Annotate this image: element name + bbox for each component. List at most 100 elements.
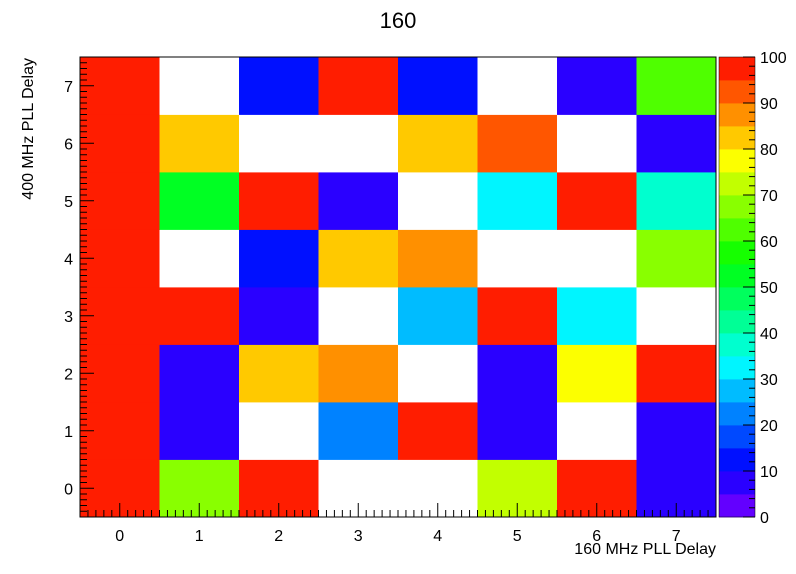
x-tick-label: 4 xyxy=(433,528,442,545)
colorbar-level xyxy=(719,195,755,219)
y-tick-label: 3 xyxy=(64,309,73,326)
y-tick-label: 7 xyxy=(64,79,73,96)
heatmap-cell-x1-y4 xyxy=(159,229,240,288)
colorbar-level xyxy=(719,218,755,242)
heatmap-cell-x3-y1 xyxy=(318,402,399,460)
heatmap-cell-x2-y2 xyxy=(239,344,319,403)
colorbar-tick-label: 100 xyxy=(760,50,787,67)
heatmap-cell-x3-y3 xyxy=(318,287,399,345)
y-axis-label: 400 MHz PLL Delay xyxy=(20,58,37,200)
colorbar-level xyxy=(719,310,755,334)
heatmap-cell-x4-y2 xyxy=(398,344,478,403)
heatmap-cell-x2-y7 xyxy=(239,57,319,115)
colorbar-level xyxy=(719,57,755,81)
heatmap-cell-x7-y6 xyxy=(636,114,717,173)
heatmap-cell-x5-y4 xyxy=(477,229,558,288)
heatmap-cell-x3-y6 xyxy=(318,114,399,173)
colorbar-level xyxy=(719,287,755,311)
heatmap-cell-x4-y6 xyxy=(398,114,478,173)
heatmap-cell-x2-y3 xyxy=(239,287,319,345)
heatmap-cell-x5-y7 xyxy=(477,57,558,115)
heatmap-cell-x2-y1 xyxy=(239,402,319,460)
y-tick-label: 5 xyxy=(64,194,73,211)
colorbar-level xyxy=(719,379,755,403)
colorbar-level xyxy=(719,494,755,518)
heatmap-cell-x6-y2 xyxy=(557,344,637,403)
heatmap-cell-x1-y3 xyxy=(159,287,240,345)
x-tick-label: 3 xyxy=(354,528,363,545)
x-tick-label: 5 xyxy=(513,528,522,545)
heatmap-cell-x4-y1 xyxy=(398,402,478,460)
colorbar: 0 10 20 30 40 50 60 70 80 90 100 xyxy=(718,50,787,527)
heatmap-cell-x6-y6 xyxy=(557,114,637,173)
y-tick-label: 1 xyxy=(64,424,73,441)
x-tick-label: 2 xyxy=(274,528,283,545)
heatmap-cell-x7-y3 xyxy=(636,287,717,345)
heatmap-cell-x6-y3 xyxy=(557,287,637,345)
chart-title: 160 xyxy=(380,8,417,33)
heatmap-cell-x4-y4 xyxy=(398,229,478,288)
heatmap-cells xyxy=(80,57,717,518)
x-tick-label: 1 xyxy=(195,528,204,545)
heatmap-cell-x6-y7 xyxy=(557,57,637,115)
colorbar-level xyxy=(719,402,755,426)
colorbar-level xyxy=(719,126,755,150)
heatmap-cell-x1-y1 xyxy=(159,402,240,460)
axes: 0 1 2 3 4 5 6 7 0 1 2 3 4 5 6 7 xyxy=(64,56,717,545)
heatmap-cell-x7-y2 xyxy=(636,344,717,403)
heatmap-cell-x3-y4 xyxy=(318,229,399,288)
heatmap-cell-x3-y7 xyxy=(318,57,399,115)
heatmap-cell-x6-y5 xyxy=(557,172,637,230)
heatmap-cell-x7-y1 xyxy=(636,402,717,460)
heatmap-cell-x1-y7 xyxy=(159,57,240,115)
heatmap-cell-x1-y2 xyxy=(159,344,240,403)
heatmap-cell-x5-y3 xyxy=(477,287,558,345)
colorbar-level xyxy=(719,241,755,265)
heatmap-cell-x6-y4 xyxy=(557,229,637,288)
heatmap-cell-x3-y2 xyxy=(318,344,399,403)
colorbar-tick-label: 50 xyxy=(760,280,778,297)
heatmap-cell-x1-y5 xyxy=(159,172,240,230)
colorbar-tick-label: 90 xyxy=(760,96,778,113)
colorbar-tick-label: 20 xyxy=(760,418,778,435)
heatmap-cell-x6-y1 xyxy=(557,402,637,460)
colorbar-tick-label: 10 xyxy=(760,464,778,481)
colorbar-level xyxy=(719,264,755,288)
x-tick-label: 7 xyxy=(672,528,681,545)
heatmap-cell-x1-y6 xyxy=(159,114,240,173)
colorbar-level xyxy=(719,471,755,495)
y-tick-label: 2 xyxy=(64,366,73,383)
heatmap-cell-x5-y6 xyxy=(477,114,558,173)
heatmap-cell-x7-y5 xyxy=(636,172,717,230)
x-tick-label: 0 xyxy=(115,528,124,545)
colorbar-level xyxy=(719,425,755,449)
x-axis-label: 160 MHz PLL Delay xyxy=(574,541,716,558)
colorbar-level xyxy=(719,172,755,196)
colorbar-tick-label: 60 xyxy=(760,234,778,251)
colorbar-tick-label: 80 xyxy=(760,142,778,159)
heatmap-cell-x5-y2 xyxy=(477,344,558,403)
x-tick-label: 6 xyxy=(592,528,601,545)
colorbar-tick-label: 40 xyxy=(760,326,778,343)
heatmap-cell-x2-y5 xyxy=(239,172,319,230)
heatmap-cell-x2-y6 xyxy=(239,114,319,173)
heatmap-cell-x7-y4 xyxy=(636,229,717,288)
colorbar-level xyxy=(719,103,755,127)
colorbar-level xyxy=(719,356,755,380)
heatmap-cell-x4-y3 xyxy=(398,287,478,345)
y-tick-label: 4 xyxy=(64,251,73,268)
colorbar-level xyxy=(719,448,755,472)
colorbar-level xyxy=(719,333,755,357)
y-tick-label: 0 xyxy=(64,481,73,498)
colorbar-tick-label: 30 xyxy=(760,372,778,389)
heatmap-cell-x3-y5 xyxy=(318,172,399,230)
heatmap-cell-x5-y5 xyxy=(477,172,558,230)
colorbar-tick-label: 0 xyxy=(760,510,769,527)
colorbar-tick-label: 70 xyxy=(760,188,778,205)
colorbar-level xyxy=(719,149,755,173)
heatmap-cell-x5-y1 xyxy=(477,402,558,460)
colorbar-level xyxy=(719,80,755,104)
y-tick-label: 6 xyxy=(64,136,73,153)
heatmap-cell-x4-y7 xyxy=(398,57,478,115)
